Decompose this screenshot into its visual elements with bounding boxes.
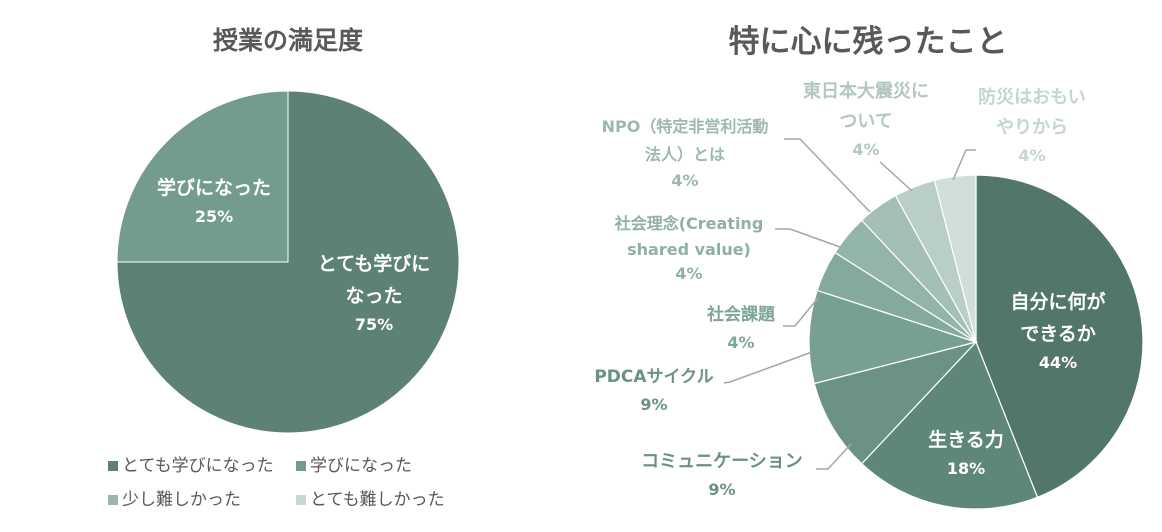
memorable-label-7-line-1: NPO（特定非営利活動 xyxy=(602,117,769,136)
memorable-leader-line-4 xyxy=(723,351,813,384)
memorable-label-6-line-2: shared value) xyxy=(627,240,751,259)
satisfaction-slice-2 xyxy=(116,90,289,263)
memorable-value-label-6: 4% xyxy=(675,264,702,283)
memorable-label-1-line-2: できるか xyxy=(1020,323,1096,345)
memorable-leader-line-7 xyxy=(784,138,871,213)
satisfaction-chart-title: 授業の満足度 xyxy=(213,26,363,55)
memorable-label-8-line-2: ついて xyxy=(839,111,892,132)
satisfaction-value-label-2: 25% xyxy=(195,207,233,226)
memorable-value-label-2: 18% xyxy=(947,459,985,478)
memorable-value-label-5: 4% xyxy=(727,333,754,352)
legend-swatch-2 xyxy=(296,461,306,471)
memorable-value-label-7: 4% xyxy=(671,171,698,190)
satisfaction-slice-label-1-line-2: なった xyxy=(345,285,402,307)
memorable-leader-line-9 xyxy=(952,149,976,181)
satisfaction-slice-label-1-line-1: とても学びに xyxy=(318,252,430,275)
legend-label-3: 少し難しかった xyxy=(122,490,241,510)
memorable-label-1-line-1: 自分に何が xyxy=(1010,290,1105,313)
memorable-value-label-8: 4% xyxy=(852,140,879,159)
legend-swatch-3 xyxy=(108,495,118,505)
legend-label-2: 学びになった xyxy=(310,456,412,476)
memorable-label-5-line-1: 社会課題 xyxy=(706,304,776,325)
memorable-label-9-line-1: 防災はおもい xyxy=(978,86,1086,108)
legend-label-4: とても難しかった xyxy=(310,490,445,510)
memorable-leader-line-6 xyxy=(775,228,841,248)
memorable-value-label-3: 9% xyxy=(708,480,735,499)
memorable-value-label-9: 4% xyxy=(1018,146,1045,165)
memorable-label-2-line-1: 生きる力 xyxy=(928,428,1004,451)
memorable-slice-3 xyxy=(813,340,978,465)
satisfaction-slice-1 xyxy=(116,90,460,434)
legend-swatch-4 xyxy=(296,495,306,505)
memorable-value-label-4: 9% xyxy=(640,395,667,414)
memorable-slice-1 xyxy=(975,174,1144,499)
memorable-leader-line-5 xyxy=(783,297,819,327)
memorable-value-label-1: 44% xyxy=(1039,353,1077,372)
legend-swatch-1 xyxy=(108,461,118,471)
legend-label-1: とても学びになった xyxy=(122,456,274,476)
memorable-leader-line-3 xyxy=(816,443,852,470)
memorable-slice-2 xyxy=(860,340,1039,510)
memorable-leader-lines xyxy=(723,138,976,470)
memorable-leader-line-8 xyxy=(879,161,913,192)
memorable-label-4-line-1: PDCAサイクル xyxy=(594,367,713,387)
memorable-chart-title: 特に心に残ったこと xyxy=(729,24,1008,60)
memorable-label-9-line-2: やりから xyxy=(996,117,1068,138)
memorable-label-7-line-2: 法人）とは xyxy=(645,145,725,164)
satisfaction-pie: とても学びになった 75% 学びになった 25% xyxy=(116,90,460,434)
satisfaction-slice-label-2-line-1: 学びになった xyxy=(157,176,271,199)
memorable-label-6-line-1: 社会理念(Creating xyxy=(614,214,764,233)
memorable-slice-4 xyxy=(808,289,979,385)
satisfaction-value-label-1: 75% xyxy=(355,315,393,334)
memorable-label-8-line-1: 東日本大震災に xyxy=(803,80,929,102)
memorable-label-3-line-1: コミュニケーション xyxy=(641,451,803,472)
